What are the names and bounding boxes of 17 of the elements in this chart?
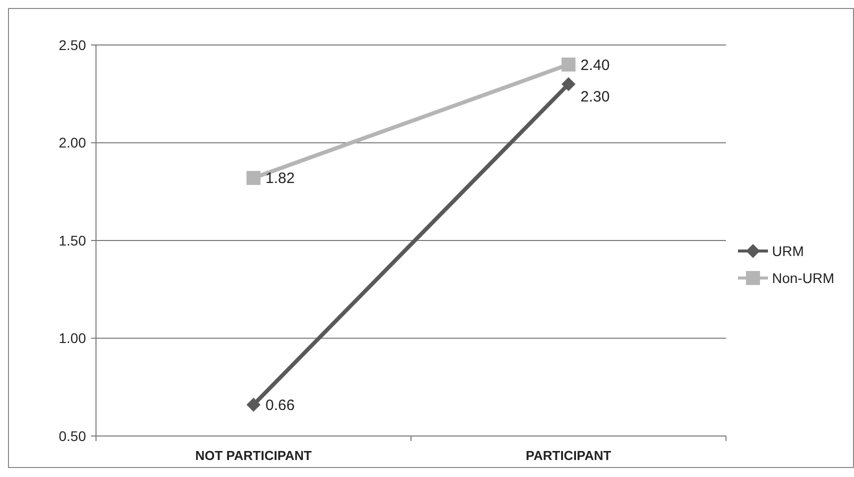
legend-label: URM	[772, 242, 804, 259]
point	[562, 58, 576, 72]
point	[246, 398, 260, 412]
data-label: 2.40	[580, 56, 610, 74]
y-tick-label: 1.50	[58, 232, 86, 248]
x-tick-label: PARTICIPANT	[526, 448, 612, 463]
data-label: 1.82	[266, 170, 295, 188]
point	[562, 77, 576, 92]
y-tick-label: 0.50	[58, 428, 86, 444]
data-label: 2.30	[580, 88, 610, 106]
y-tick-label: 1.00	[58, 330, 86, 346]
y-tick-label: 2.00	[58, 134, 86, 151]
y-tick-label: 2.50	[58, 36, 86, 53]
point	[246, 170, 260, 185]
data-label: 0.66	[266, 396, 295, 414]
x-tick-label: NOT PARTICIPANT	[195, 448, 312, 463]
legend-label: Non-URM	[772, 270, 834, 286]
